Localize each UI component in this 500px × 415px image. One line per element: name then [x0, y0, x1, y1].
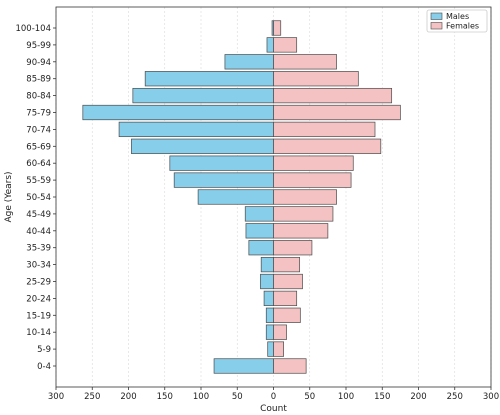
x-tick-label: 250: [447, 392, 463, 402]
x-tick-label: 150: [374, 392, 390, 402]
legend-label-males: Males: [446, 12, 469, 21]
y-tick-label: 100-104: [15, 24, 51, 34]
legend-swatch-females: [430, 22, 443, 30]
y-tick-label: 50-54: [26, 193, 51, 203]
x-tick-label: 300: [48, 392, 64, 402]
x-axis-title: Count: [260, 404, 287, 414]
male-bar-75-79: [82, 104, 274, 121]
male-bar-50-54: [197, 189, 274, 205]
x-tick-label: 50: [304, 392, 315, 402]
x-tick-label: 0: [271, 392, 276, 402]
y-tick-label: 40-44: [26, 227, 51, 237]
female-bar-65-69: [273, 138, 382, 154]
female-bar-85-89: [273, 71, 359, 87]
y-tick-label: 65-69: [26, 142, 51, 152]
female-bar-50-54: [273, 189, 337, 205]
male-bar-20-24: [263, 290, 274, 307]
female-bar-45-49: [273, 206, 334, 222]
y-tick-label: 95-99: [26, 41, 51, 51]
male-bar-25-29: [260, 273, 274, 290]
x-tick-label: 100: [193, 392, 209, 402]
legend-label-females: Females: [446, 22, 479, 31]
male-bar-90-94: [224, 54, 274, 70]
male-bar-0-4: [213, 358, 274, 374]
female-bar-30-34: [273, 256, 300, 273]
y-tick-label: 20-24: [26, 294, 51, 304]
male-bar-10-14: [265, 324, 274, 340]
y-tick-label: 80-84: [26, 92, 51, 102]
female-bar-90-94: [273, 54, 337, 70]
y-tick-label: 60-64: [26, 159, 51, 169]
x-tick-label: 200: [120, 392, 136, 402]
male-bar-95-99: [266, 37, 274, 53]
y-tick-label: 35-39: [26, 244, 51, 254]
female-bar-15-19: [273, 307, 301, 323]
male-bar-85-89: [144, 71, 274, 87]
male-bar-30-34: [260, 256, 274, 273]
y-tick-label: 0-4: [37, 362, 51, 372]
y-tick-label: 25-29: [26, 278, 51, 288]
male-bar-60-64: [169, 155, 274, 171]
male-bar-80-84: [132, 87, 274, 104]
y-tick-label: 15-19: [26, 311, 51, 321]
y-tick-label: 10-14: [26, 328, 51, 338]
male-bar-5-9: [267, 341, 274, 357]
male-bar-65-69: [131, 138, 274, 154]
female-bar-55-59: [273, 172, 352, 188]
x-tick-label: 100: [338, 392, 354, 402]
female-bar-70-74: [273, 121, 376, 138]
y-tick-label: 30-34: [26, 261, 51, 271]
female-bar-60-64: [273, 155, 354, 171]
male-bar-55-59: [173, 172, 274, 188]
female-bar-35-39: [273, 240, 313, 256]
y-tick-label: 45-49: [26, 210, 51, 220]
y-tick-label: 75-79: [26, 109, 51, 119]
female-bar-5-9: [273, 341, 284, 357]
male-bar-45-49: [244, 206, 274, 222]
female-bar-10-14: [273, 324, 287, 340]
female-bar-95-99: [273, 37, 298, 53]
female-bar-80-84: [273, 87, 393, 104]
y-tick-label: 5-9: [37, 345, 51, 355]
female-bar-75-79: [273, 104, 401, 121]
x-tick-label: 300: [483, 392, 499, 402]
male-bar-40-44: [245, 223, 274, 239]
legend-swatch-males: [430, 12, 443, 20]
female-bar-0-4: [273, 358, 307, 374]
female-bar-25-29: [273, 273, 303, 290]
y-tick-label: 70-74: [26, 125, 51, 135]
female-bar-20-24: [273, 290, 298, 307]
y-tick-label: 55-59: [26, 176, 51, 186]
x-tick-label: 200: [410, 392, 426, 402]
x-tick-label: 250: [84, 392, 100, 402]
male-bar-70-74: [118, 121, 274, 138]
x-tick-label: 50: [232, 392, 243, 402]
y-axis-title: Age (Years): [4, 171, 14, 222]
female-bar-100-104: [273, 20, 282, 36]
female-bar-40-44: [273, 223, 329, 239]
male-bar-15-19: [265, 307, 274, 323]
y-tick-label: 85-89: [26, 75, 51, 85]
male-bar-35-39: [248, 240, 274, 256]
x-tick-label: 150: [157, 392, 173, 402]
y-tick-label: 90-94: [26, 58, 51, 68]
